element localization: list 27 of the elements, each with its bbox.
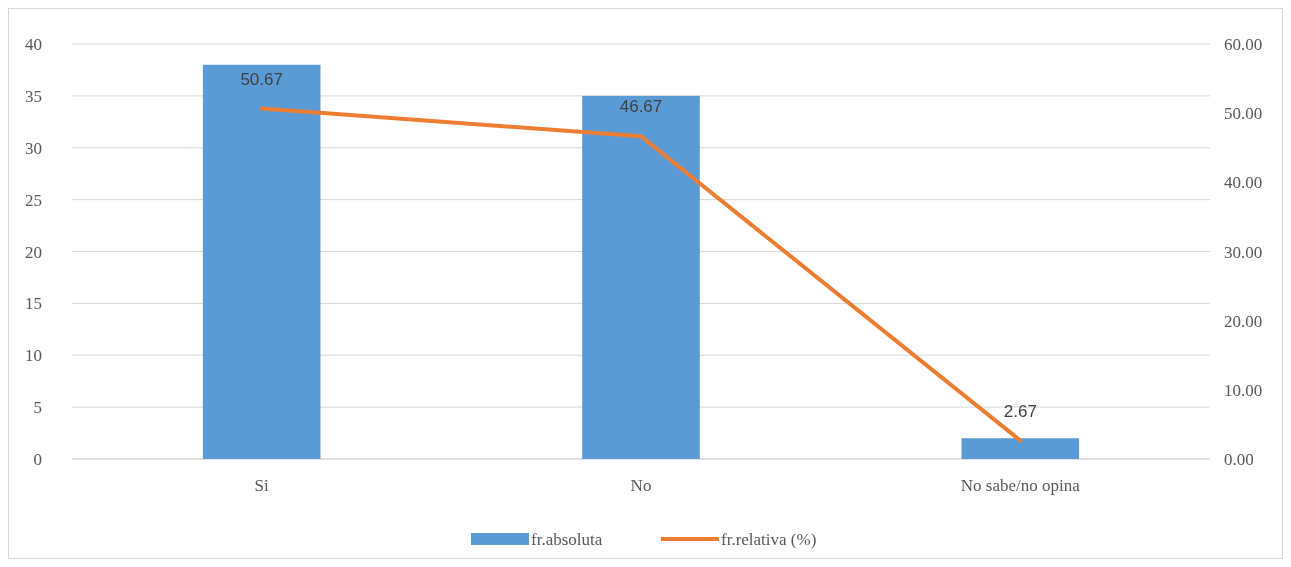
legend-label: fr.relativa (%) bbox=[721, 530, 817, 549]
y-tick-label: 40 bbox=[25, 35, 42, 54]
x-tick-label: No sabe/no opina bbox=[960, 476, 1081, 495]
y2-tick-label: 10.00 bbox=[1224, 380, 1263, 400]
bar bbox=[582, 95, 700, 459]
y-tick-label: 30 bbox=[25, 138, 42, 158]
y2-tick-label: 50.00 bbox=[1224, 104, 1263, 124]
y2-tick-label: 20.00 bbox=[1224, 311, 1263, 331]
x-tick-label: No bbox=[630, 476, 652, 495]
y2-tick-label: 60.00 bbox=[1224, 35, 1263, 54]
bar bbox=[961, 438, 1080, 459]
x-tick-label: Si bbox=[254, 476, 270, 495]
data-label: 46.67 bbox=[619, 97, 663, 117]
y2-tick-label: 30.00 bbox=[1224, 242, 1263, 262]
data-label: 50.67 bbox=[240, 69, 283, 89]
data-label: 2.67 bbox=[1003, 401, 1037, 421]
y-tick-label: 15 bbox=[25, 294, 42, 314]
y-tick-label: 0 bbox=[33, 450, 42, 469]
y-tick-label: 25 bbox=[25, 190, 42, 210]
y-tick-label: 5 bbox=[33, 398, 42, 418]
y2-tick-label: 40.00 bbox=[1224, 173, 1263, 193]
legend-label: fr.absoluta bbox=[531, 530, 603, 549]
y-tick-label: 35 bbox=[25, 86, 42, 106]
bar bbox=[202, 64, 321, 459]
y-tick-label: 10 bbox=[25, 346, 42, 366]
y2-tick-label: 0.00 bbox=[1224, 450, 1254, 469]
y-tick-label: 20 bbox=[25, 242, 42, 262]
